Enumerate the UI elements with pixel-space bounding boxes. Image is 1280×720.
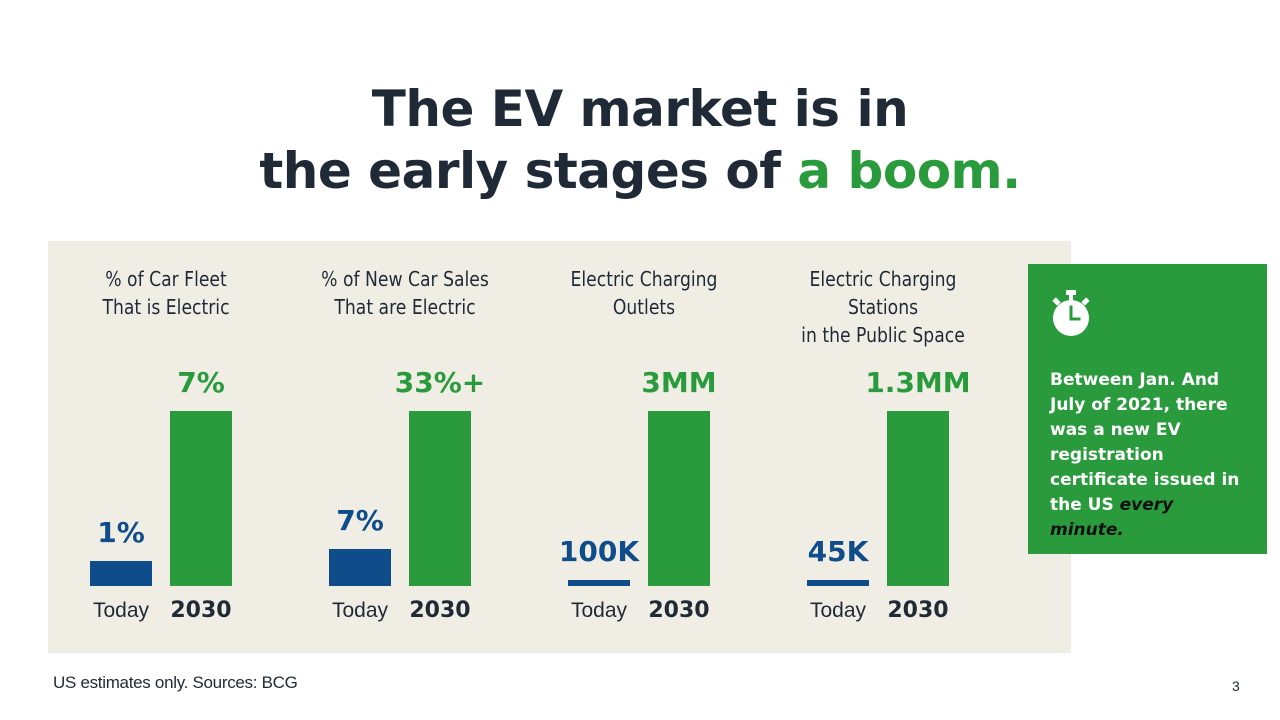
chart-title-line1: Electric Charging bbox=[570, 267, 718, 291]
bar-2030 bbox=[409, 411, 471, 586]
stopwatch-icon bbox=[1052, 290, 1090, 336]
bar-chart-1: % of Car Fleet That is Electric 1% Today 7% 2… bbox=[51, 241, 281, 653]
category-label-2030: 2030 bbox=[409, 598, 471, 623]
bar-today bbox=[807, 580, 869, 586]
data-label-2030: 7% bbox=[177, 366, 225, 399]
data-label-2030: 3MM bbox=[641, 366, 717, 399]
slide-title-accent: a boom. bbox=[797, 142, 1021, 200]
callout-body: Between Jan. And July of 2021, there was… bbox=[1050, 370, 1240, 515]
footnote: US estimates only. Sources: BCG bbox=[53, 673, 298, 692]
chart-title-line2: Outlets bbox=[612, 295, 676, 319]
chart-title: % of Car Fleet That is Electric bbox=[67, 265, 265, 321]
bar-chart-4: Electric Charging Stations in the Public … bbox=[768, 241, 998, 653]
slide-title-line2-prefix: the early stages of bbox=[259, 142, 798, 200]
chart-title: % of New Car Sales That are Electric bbox=[306, 265, 504, 321]
chart-title-line1: Electric Charging Stations bbox=[809, 267, 957, 319]
data-label-today: 100K bbox=[558, 535, 640, 568]
data-label-2030: 1.3MM bbox=[865, 366, 971, 399]
category-label-2030: 2030 bbox=[170, 598, 232, 623]
category-label-2030: 2030 bbox=[648, 598, 710, 623]
slide-title-line2: the early stages of a boom. bbox=[0, 140, 1280, 202]
bar-2030 bbox=[170, 411, 232, 586]
chart-title-line2: in the Public Space bbox=[801, 323, 965, 347]
bar-2030 bbox=[648, 411, 710, 586]
callout-text: Between Jan. And July of 2021, there was… bbox=[1050, 368, 1250, 543]
data-label-2030: 33%+ bbox=[394, 366, 486, 399]
chart-title-line2: That is Electric bbox=[102, 295, 230, 319]
category-label-today: Today bbox=[92, 599, 150, 622]
callout-emphasis: every minute. bbox=[1050, 495, 1174, 540]
slide-title: The EV market is in the early stages of … bbox=[0, 78, 1280, 202]
page-number: 3 bbox=[1232, 678, 1240, 694]
chart-title-line1: % of Car Fleet bbox=[105, 267, 227, 291]
charts-panel: % of Car Fleet That is Electric 1% Today 7% 2… bbox=[48, 241, 1071, 653]
chart-title: Electric Charging Outlets bbox=[545, 265, 743, 321]
data-label-today: 1% bbox=[97, 516, 145, 549]
category-label-today: Today bbox=[570, 599, 628, 622]
bar-today bbox=[90, 561, 152, 586]
chart-title-line1: % of New Car Sales bbox=[321, 267, 489, 291]
bar-chart-2: % of New Car Sales That are Electric 7% Tod… bbox=[290, 241, 520, 653]
category-label-today: Today bbox=[809, 599, 867, 622]
bar-2030 bbox=[887, 411, 949, 586]
chart-title: Electric Charging Stations in the Public … bbox=[784, 265, 982, 349]
data-label-today: 7% bbox=[336, 504, 384, 537]
category-label-today: Today bbox=[331, 599, 389, 622]
data-label-today: 45K bbox=[807, 535, 869, 568]
bar-chart-3: Electric Charging Outlets 100K Today 3MM 2030 bbox=[529, 241, 759, 653]
slide-title-line1: The EV market is in bbox=[371, 80, 909, 138]
category-label-2030: 2030 bbox=[887, 598, 949, 623]
bar-today bbox=[568, 580, 630, 586]
callout-box: Between Jan. And July of 2021, there was… bbox=[1028, 264, 1267, 554]
bar-today bbox=[329, 549, 391, 586]
chart-title-line2: That are Electric bbox=[334, 295, 476, 319]
